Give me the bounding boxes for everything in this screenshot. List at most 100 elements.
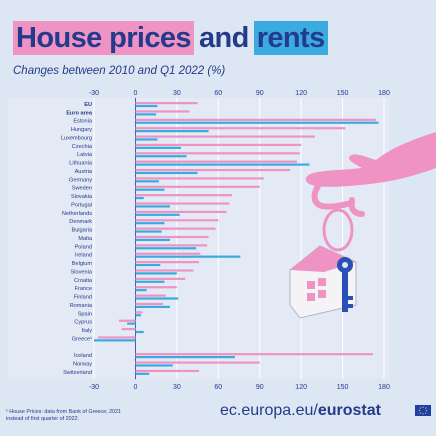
bar-rents <box>135 272 177 275</box>
bar-rents <box>135 247 197 250</box>
x-tick-label: 150 <box>337 90 349 97</box>
bar-house-prices <box>135 168 291 172</box>
bar-rents <box>135 138 158 141</box>
bar-rents <box>94 339 136 342</box>
bar-rents <box>135 213 180 216</box>
category-label: Austria <box>75 169 93 175</box>
bar-rents <box>135 364 173 367</box>
bar-house-prices <box>135 261 199 264</box>
category-label: Poland <box>75 244 92 250</box>
bar-house-prices <box>135 235 209 239</box>
bar-house-prices <box>135 177 264 180</box>
x-tick-label: -30 <box>89 384 99 391</box>
bar-house-prices <box>135 185 260 188</box>
bar-rents <box>135 121 379 124</box>
bar-rents <box>135 222 165 225</box>
key-icon <box>337 257 353 312</box>
category-label: Germany <box>69 177 92 183</box>
bar-house-prices <box>135 227 216 230</box>
bar-house-prices <box>135 286 177 289</box>
category-label: Cyprus <box>74 320 92 326</box>
x-tick-label: 90 <box>256 384 264 391</box>
bar-house-prices <box>135 302 164 306</box>
bar-rents <box>135 255 241 258</box>
x-tick-label: 90 <box>256 90 264 97</box>
category-label: Italy <box>82 328 92 334</box>
category-label: Belgium <box>72 261 93 267</box>
bar-house-prices <box>135 219 219 222</box>
bar-house-prices <box>135 294 166 297</box>
category-label: Slovenia <box>71 269 93 275</box>
hand-icon <box>305 132 436 217</box>
bar-house-prices <box>135 152 300 155</box>
eurostat-link[interactable]: ec.europa.eu/eurostat <box>220 402 381 420</box>
x-tick-label: 0 <box>133 90 137 97</box>
bar-rents <box>135 113 157 116</box>
bar-house-prices <box>135 118 376 121</box>
category-label: Iceland <box>74 353 92 359</box>
bar-rents <box>135 130 209 133</box>
bar-house-prices <box>135 252 201 255</box>
category-label: Latvia <box>77 152 93 158</box>
category-label: Slovakia <box>71 194 93 200</box>
bar-rents <box>135 356 235 359</box>
bar-house-prices <box>135 361 260 364</box>
bar-house-prices <box>118 319 136 322</box>
x-tick-label: 30 <box>173 384 181 391</box>
bar-house-prices <box>135 143 302 147</box>
bar-rents <box>135 372 150 375</box>
bar-house-prices <box>135 202 230 205</box>
title-rents: rents <box>253 21 328 55</box>
category-label: Finland <box>74 295 92 301</box>
category-label: Spain <box>78 311 92 317</box>
category-label: Sweden <box>72 186 92 192</box>
category-label: Switzerland <box>63 370 92 376</box>
title-and: and <box>198 22 249 54</box>
bar-rents <box>135 188 165 191</box>
x-tick-label: 30 <box>173 90 181 97</box>
x-tick-label: 120 <box>295 384 307 391</box>
x-tick-label: -30 <box>89 90 99 97</box>
title-house-prices: House prices <box>13 21 194 55</box>
bar-rents <box>135 330 144 334</box>
bar-house-prices <box>135 244 208 247</box>
category-label: Romania <box>70 303 93 309</box>
x-tick-label: 60 <box>214 384 222 391</box>
category-label: Croatia <box>74 278 93 284</box>
x-tick-label: 150 <box>337 384 349 391</box>
bar-rents <box>135 104 158 108</box>
bar-house-prices <box>135 210 227 214</box>
bar-rents <box>135 163 310 166</box>
chart-subtitle: Changes between 2010 and Q1 2022 (%) <box>13 65 226 77</box>
chart-title: House prices and rents <box>13 20 328 56</box>
category-label: Norway <box>73 361 92 367</box>
keyring-icon <box>322 208 354 252</box>
bar-house-prices <box>135 369 199 373</box>
category-label: EU <box>84 102 92 108</box>
category-label: Hungary <box>71 127 92 133</box>
bar-rents <box>135 305 170 308</box>
bar-house-prices <box>135 110 190 113</box>
bar-rents <box>135 180 159 183</box>
bar-house-prices <box>135 160 297 163</box>
category-label: Estonia <box>73 119 93 125</box>
bar-house-prices <box>135 311 143 314</box>
bar-house-prices <box>135 135 315 138</box>
footnote-line1: ¹ House Prices: data from Bank of Greece… <box>6 409 122 415</box>
category-label: Greece¹ <box>72 336 92 342</box>
brand-name: eurostat <box>317 402 381 419</box>
bar-rents <box>135 238 170 242</box>
bar-rents <box>135 146 181 149</box>
category-label: Malta <box>78 236 93 242</box>
bar-house-prices <box>135 269 194 272</box>
bar-house-prices <box>135 353 373 356</box>
bar-house-prices <box>98 336 136 339</box>
bar-house-prices <box>135 194 233 197</box>
bar-house-prices <box>135 277 186 280</box>
bar-house-prices <box>121 327 136 331</box>
footnote-line2: instead of first quarter of 2022. <box>6 416 80 422</box>
bar-rents <box>135 280 165 283</box>
bar-rents <box>135 155 187 158</box>
